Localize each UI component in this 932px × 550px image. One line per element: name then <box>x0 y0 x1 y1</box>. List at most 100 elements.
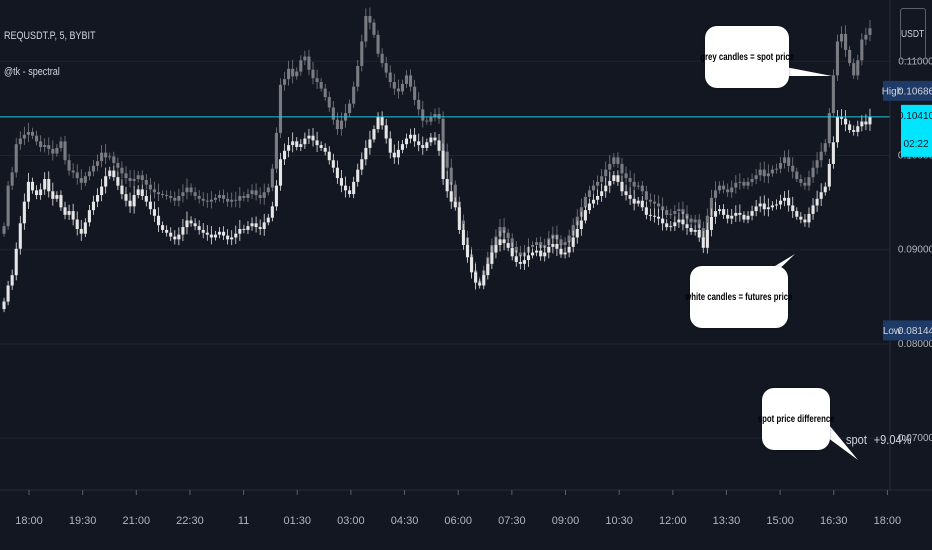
spot-candle <box>67 153 71 176</box>
futures-candle <box>697 224 701 242</box>
futures-candle <box>222 226 226 240</box>
futures-candle <box>39 183 43 200</box>
spot-candle <box>205 193 209 208</box>
symbol-legend[interactable]: REQUSDT.P, 5, BYBIT <box>4 30 96 42</box>
futures-candle <box>226 229 230 245</box>
futures-candle <box>783 191 787 207</box>
spot-candle <box>413 79 417 106</box>
spot-candle <box>303 50 307 66</box>
futures-candle <box>596 189 600 205</box>
futures-candle <box>661 209 665 231</box>
futures-candle <box>449 182 453 209</box>
spot-candle <box>750 173 754 187</box>
futures-candle <box>498 231 502 252</box>
futures-candle <box>514 250 518 267</box>
futures-candle <box>461 223 465 250</box>
futures-candle <box>799 212 803 224</box>
futures-candle <box>543 246 547 262</box>
spot-candle <box>807 170 811 191</box>
futures-candle <box>644 201 648 220</box>
spot-candle <box>437 107 441 124</box>
futures-candle <box>396 140 400 165</box>
x-tick-label: 01:30 <box>283 515 311 527</box>
spot-candle <box>718 181 722 194</box>
futures-candle <box>738 204 742 222</box>
futures-candle <box>535 246 539 257</box>
spot-candle <box>6 180 10 230</box>
futures-candle <box>628 187 632 205</box>
spot-candle <box>209 191 213 209</box>
callout-white-text: white candles = futures price <box>685 291 793 303</box>
currency-selector[interactable]: USDT <box>900 8 926 60</box>
spot-candle <box>799 174 803 187</box>
futures-candle <box>709 208 713 237</box>
spot-candle <box>831 69 835 118</box>
futures-candle <box>409 128 413 144</box>
futures-candle <box>14 242 18 281</box>
futures-candle <box>327 146 331 165</box>
spot-candle <box>83 172 87 187</box>
spot-percent-text: +9.04% <box>873 432 912 447</box>
spot-candle <box>246 189 250 202</box>
futures-candle <box>152 201 156 222</box>
futures-candle <box>376 112 380 133</box>
futures-candle <box>197 220 201 235</box>
futures-candle <box>632 190 636 211</box>
futures-candle <box>766 198 770 217</box>
futures-candle <box>173 230 177 245</box>
futures-candle <box>343 176 348 198</box>
futures-candle <box>193 218 197 231</box>
spot-candle <box>258 187 262 205</box>
futures-candle <box>827 158 831 191</box>
futures-candle <box>291 132 295 153</box>
futures-candle <box>713 202 718 224</box>
spot-candle <box>2 222 6 237</box>
spot-candle <box>22 126 26 146</box>
futures-candle <box>128 192 132 213</box>
futures-candle <box>124 186 128 207</box>
futures-candle <box>35 185 39 200</box>
spot-candle <box>368 7 372 30</box>
futures-candle <box>331 153 335 173</box>
futures-candle <box>87 205 91 227</box>
futures-candle <box>657 208 661 226</box>
futures-candle <box>189 216 193 227</box>
spot-candle <box>331 101 335 125</box>
spot-candle <box>47 137 51 156</box>
futures-candle <box>693 225 697 236</box>
spot-candle <box>112 151 116 167</box>
spot-candle <box>616 152 620 169</box>
spot-candle <box>632 173 636 194</box>
spot-candle <box>827 108 831 148</box>
callout-grey-text: grey candles = spot price <box>700 51 794 63</box>
futures-candle <box>295 137 299 151</box>
futures-candle <box>213 230 217 241</box>
spot-candle <box>770 165 774 177</box>
indicator-legend[interactable]: @tk - spectral <box>4 66 60 78</box>
spot-candle <box>404 70 409 88</box>
spot-candle <box>287 60 291 86</box>
futures-candle <box>63 201 67 220</box>
futures-candle <box>856 120 860 137</box>
futures-candle <box>417 133 421 152</box>
callout-grey-candles: grey candles = spot price <box>700 26 794 88</box>
spot-candle <box>734 175 738 194</box>
futures-candle <box>616 170 620 186</box>
spot-candle <box>148 177 152 195</box>
spot-candle <box>384 56 388 78</box>
spot-candle <box>104 144 108 165</box>
spot-candle <box>400 79 404 95</box>
futures-candle <box>742 211 746 223</box>
futures-candle <box>315 131 319 152</box>
futures-candle <box>100 178 104 202</box>
futures-candle <box>758 196 762 213</box>
futures-candle <box>673 216 677 231</box>
y-tick-label: 0.07000 <box>898 433 932 444</box>
futures-candle <box>681 211 685 231</box>
futures-candle <box>787 190 791 212</box>
futures-candle <box>234 225 238 244</box>
futures-candle <box>551 235 555 254</box>
futures-candle <box>364 140 368 166</box>
spot-candle <box>136 171 140 183</box>
